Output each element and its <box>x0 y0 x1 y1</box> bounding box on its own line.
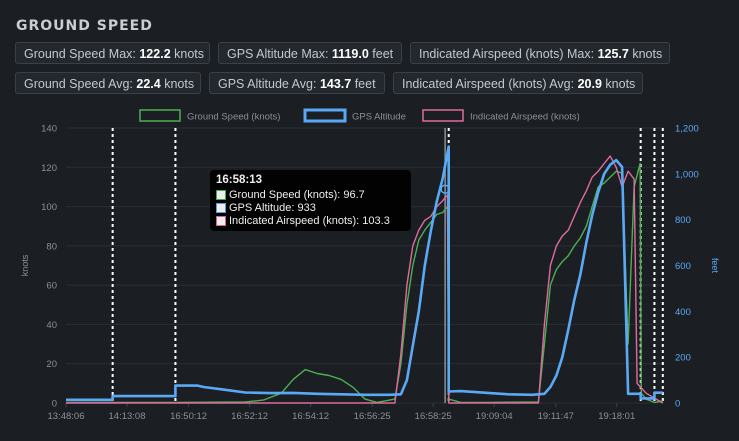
y-tick-label: 140 <box>41 124 57 135</box>
y-tick-label: 120 <box>41 163 57 174</box>
stat-label: Indicated Airspeed (knots) Avg: <box>402 77 575 91</box>
tooltip-row-indicated-airspeed: Indicated Airspeed (knots): 103.3 <box>216 215 405 228</box>
y-tick-label: 60 <box>46 281 57 292</box>
y2-axis-title: feet <box>710 258 720 274</box>
legend-label: Ground Speed (knots) <box>187 112 280 123</box>
panel-title: GROUND SPEED <box>16 18 153 34</box>
y-axis-title: knots <box>20 254 30 276</box>
legend-swatch-indicated-airspeed <box>422 109 464 122</box>
stat-unit: knots <box>174 47 205 61</box>
tooltip-row-ground-speed: Ground Speed (knots): 96.7 <box>216 189 405 202</box>
x-tick-label: 16:54:12 <box>292 411 329 422</box>
legend-swatch-ground-speed <box>139 109 181 122</box>
stat-unit: knots <box>164 77 195 91</box>
stat-gps-altitude-max: GPS Altitude Max: 1119.0 feet <box>218 42 402 64</box>
stat-value: 20.9 <box>577 77 602 91</box>
y-tick-label: 0 <box>52 399 57 410</box>
hover-point-marker <box>440 184 450 194</box>
stat-indicated-airspeed-avg: Indicated Airspeed (knots) Avg: 20.9 kno… <box>393 72 643 94</box>
x-tick-label: 16:56:25 <box>354 411 391 422</box>
stat-label: Indicated Airspeed (knots) Max: <box>419 47 595 61</box>
stat-unit: feet <box>372 47 394 61</box>
y2-tick-label: 600 <box>675 261 691 272</box>
series-line-indicated-airspeed <box>66 155 664 404</box>
stat-value: 1119.0 <box>331 47 369 61</box>
tooltip-label: Ground Speed (knots): 96.7 <box>229 189 365 201</box>
x-tick-label: 16:52:12 <box>231 411 268 422</box>
y-tick-label: 80 <box>46 241 57 252</box>
y2-tick-label: 0 <box>675 399 680 410</box>
y-tick-label: 100 <box>41 202 57 213</box>
stat-unit: knots <box>605 77 636 91</box>
x-tick-label: 16:58:25 <box>415 411 452 422</box>
legend-label: GPS Altitude <box>352 112 406 123</box>
stat-unit: feet <box>354 77 376 91</box>
tooltip-label: Indicated Airspeed (knots): 103.3 <box>229 215 390 227</box>
stat-label: GPS Altitude Max: <box>227 47 329 61</box>
y-tick-label: 40 <box>46 320 57 331</box>
stat-value: 22.4 <box>136 77 161 91</box>
tooltip-swatch <box>216 216 226 226</box>
stat-value: 125.7 <box>597 47 629 61</box>
tooltip-row-gps-altitude: GPS Altitude: 933 <box>216 202 405 215</box>
stat-unit: knots <box>632 47 663 61</box>
y2-tick-label: 800 <box>675 215 691 226</box>
line-chart[interactable]: 0 20 40 60 80 100 120 140 0 200 400 600 800 1,000 1,20… <box>0 100 739 441</box>
tooltip-swatch <box>216 190 226 200</box>
x-tick-label: 16:50:12 <box>170 411 207 422</box>
x-tick-label: 13:48:06 <box>48 411 85 422</box>
x-tick-label: 19:11:47 <box>538 411 574 422</box>
x-tick-label: 19:09:04 <box>476 411 513 422</box>
tooltip-label: GPS Altitude: 933 <box>229 202 316 214</box>
stat-label: Ground Speed Max: <box>24 47 136 61</box>
stat-value: 143.7 <box>319 77 352 91</box>
legend-label: Indicated Airspeed (knots) <box>470 112 580 123</box>
y2-tick-label: 400 <box>675 307 691 318</box>
chart-tooltip: 16:58:13 Ground Speed (knots): 96.7 GPS … <box>210 170 411 231</box>
series-line-gps-altitude <box>66 145 663 402</box>
y2-tick-label: 1,200 <box>675 124 699 135</box>
legend-swatch-gps-altitude <box>303 108 347 123</box>
x-tick-label: 14:13:08 <box>109 411 146 422</box>
y-tick-label: 20 <box>46 359 57 370</box>
stat-label: GPS Altitude Avg: <box>218 77 317 91</box>
y2-tick-label: 200 <box>675 353 691 364</box>
x-tick-label: 19:18:01 <box>598 411 635 422</box>
y2-tick-label: 1,000 <box>675 169 699 180</box>
stat-label: Ground Speed Avg: <box>24 77 133 91</box>
stat-value: 122.2 <box>139 47 171 61</box>
stat-gps-altitude-avg: GPS Altitude Avg: 143.7 feet <box>209 72 385 94</box>
stat-indicated-airspeed-max: Indicated Airspeed (knots) Max: 125.7 kn… <box>410 42 670 64</box>
tooltip-time: 16:58:13 <box>216 174 263 186</box>
stat-ground-speed-avg: Ground Speed Avg: 22.4 knots <box>15 72 201 94</box>
tooltip-swatch <box>216 203 226 213</box>
stat-ground-speed-max: Ground Speed Max: 122.2 knots <box>15 42 210 64</box>
